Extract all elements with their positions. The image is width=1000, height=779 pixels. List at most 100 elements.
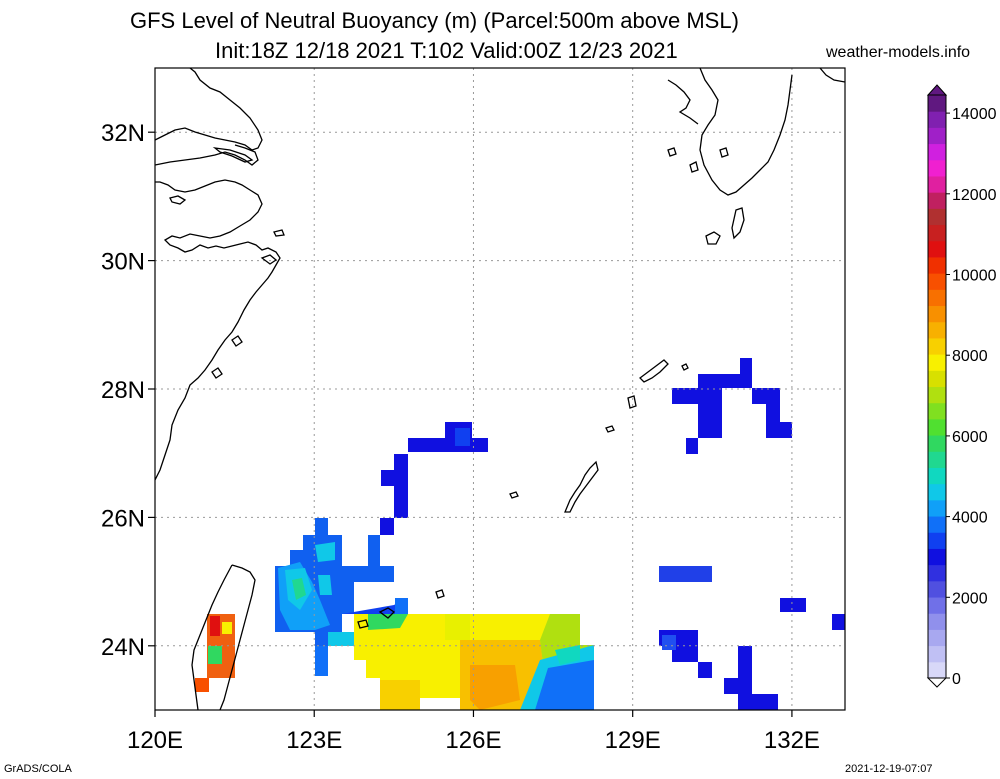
- field-cell: [315, 646, 328, 676]
- colorbar-segment: [928, 354, 946, 371]
- coastline-yangtze: [155, 144, 259, 166]
- colorbar-tick-label: 4000: [952, 510, 988, 527]
- coastline-miyako: [435, 589, 445, 599]
- colorbar-segment: [928, 516, 946, 533]
- colorbar-segment: [928, 661, 946, 679]
- coastline-tanegashima: [731, 207, 745, 240]
- field-cell: [210, 616, 220, 636]
- colorbar-segment: [928, 289, 946, 307]
- gridlines: [155, 68, 845, 710]
- coastline-taiwan: [191, 564, 256, 710]
- tick-label-lat: 32N: [101, 120, 145, 147]
- figure-title: GFS Level of Neutral Buoyancy (m) (Parce…: [130, 8, 739, 33]
- colorbar-segment: [928, 386, 946, 404]
- colorbar-segment: [928, 337, 946, 355]
- field-cell: [318, 575, 332, 595]
- field-cell: [292, 578, 306, 600]
- tick-label-lon: 129E: [605, 727, 661, 754]
- field-cell: [380, 680, 420, 710]
- field-cell: [445, 614, 470, 640]
- coastline-island: [605, 425, 615, 433]
- field-cell: [455, 428, 470, 446]
- coastline-island: [211, 367, 223, 379]
- coastline-island: [719, 147, 729, 158]
- colorbar-segment: [928, 467, 946, 485]
- coastline-shikoku: [819, 68, 845, 83]
- field-cell: [832, 614, 845, 630]
- field-cell: [395, 598, 408, 614]
- colorbar-segment: [928, 435, 946, 452]
- coastline-yonaguni: [357, 619, 369, 629]
- colorbar-segment: [928, 645, 946, 663]
- colorbar-frame: [927, 94, 947, 679]
- tick-label-lon: 132E: [764, 727, 820, 754]
- field-cell: [222, 622, 232, 634]
- colorbar-segment: [928, 483, 946, 501]
- field-cell: [380, 518, 394, 535]
- colorbar-segment: [928, 597, 946, 614]
- tick-label-lon: 126E: [445, 727, 501, 754]
- field-cell: [368, 614, 408, 630]
- colorbar-tick-label: 10000: [952, 268, 997, 285]
- colorbar-segment: [928, 499, 946, 517]
- coastline-island: [509, 491, 519, 499]
- colorbar-segment: [928, 192, 946, 209]
- colorbar-min-arrow: [926, 677, 948, 688]
- field-cell: [195, 678, 209, 692]
- coastline-island: [627, 395, 637, 409]
- coastline-island: [667, 147, 677, 157]
- colorbar: 0 2000 4000 6000 8000 10000 12000 14000: [926, 84, 997, 688]
- coastline-island: [689, 161, 699, 173]
- coastlines: [155, 68, 845, 710]
- field-cell: [555, 645, 580, 665]
- site-credit: weather-models.info: [826, 44, 971, 61]
- footer-software: GrADS/COLA: [4, 763, 72, 775]
- colorbar-segment: [928, 256, 946, 274]
- field-cell: [659, 566, 712, 582]
- colorbar-segment: [928, 208, 946, 226]
- colorbar-segment: [928, 224, 946, 242]
- colorbar-tick-label: 2000: [952, 590, 988, 607]
- coastline-kyushu-west: [667, 79, 699, 125]
- colorbar-segment: [928, 159, 946, 177]
- colorbar-segment: [928, 240, 946, 258]
- field-cell: [208, 646, 222, 664]
- tick-label-lat: 30N: [101, 249, 145, 276]
- colorbar-segment: [928, 143, 946, 161]
- coastline-china: [155, 179, 281, 481]
- field-cell: [662, 635, 676, 650]
- field-cell: [470, 665, 520, 710]
- tick-label-lon: 123E: [286, 727, 342, 754]
- figure-subtitle: Init:18Z 12/18 2021 T:102 Valid:00Z 12/2…: [215, 38, 678, 63]
- coastline-kyushu: [699, 68, 793, 196]
- buoyancy-field: [195, 358, 845, 710]
- field-cell: [535, 660, 594, 710]
- colorbar-segment: [928, 629, 946, 647]
- colorbar-segment: [928, 613, 946, 630]
- colorbar-tick-label: 14000: [952, 106, 997, 123]
- coastline-amami: [639, 359, 669, 383]
- colorbar-tick-label: 6000: [952, 429, 988, 446]
- field-cell: [275, 518, 394, 676]
- colorbar-segment: [928, 95, 946, 112]
- field-cell: [752, 388, 792, 438]
- colorbar-segment: [928, 370, 946, 387]
- colorbar-segment: [928, 418, 946, 436]
- colorbar-tick-label: 12000: [952, 187, 997, 204]
- colorbar-segment: [928, 273, 946, 290]
- colorbar-segment: [928, 127, 946, 145]
- coastline-island: [169, 195, 187, 205]
- colorbar-segment: [928, 305, 946, 323]
- field-cell: [328, 632, 354, 646]
- tick-label-lat: 26N: [101, 505, 145, 532]
- coastline-china-north: [155, 68, 263, 151]
- colorbar-segment: [928, 451, 946, 468]
- coastline-yakushima: [705, 231, 721, 245]
- colorbar-segment: [928, 564, 946, 582]
- field-cell: [315, 542, 335, 562]
- coastline-ishigaki: [378, 607, 396, 619]
- coastline-island: [273, 229, 285, 237]
- tick-label-lon: 120E: [127, 727, 183, 754]
- field-cell: [724, 646, 778, 710]
